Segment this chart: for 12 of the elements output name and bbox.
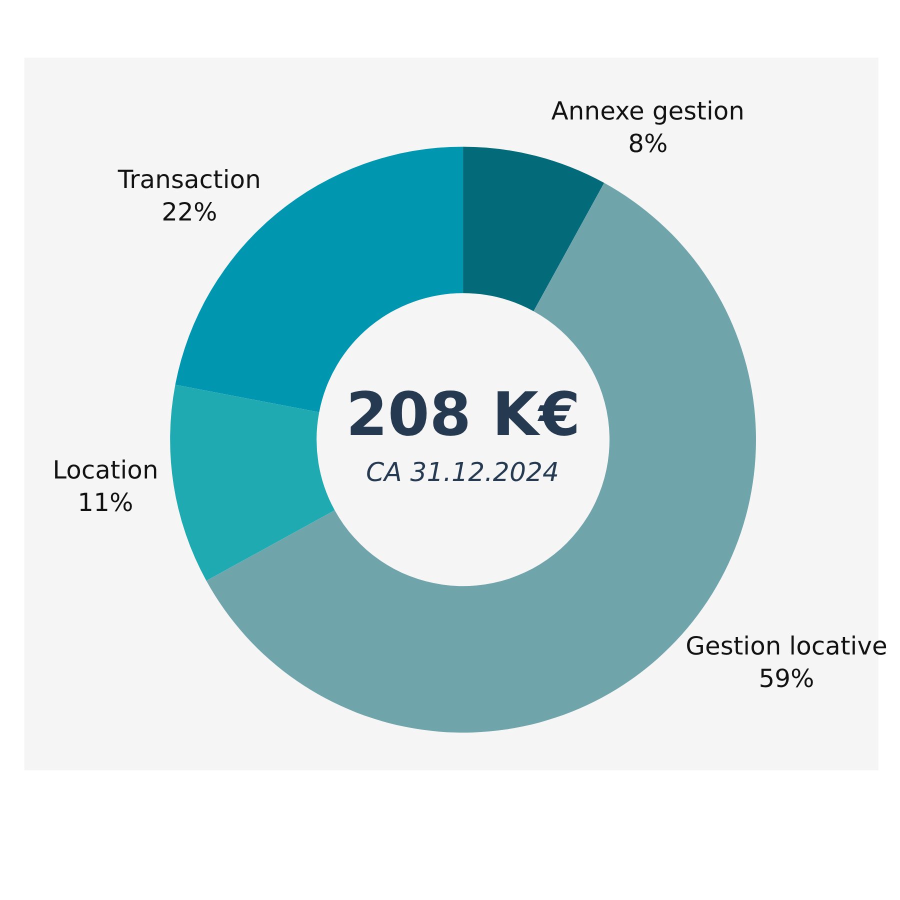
donut-slice <box>463 146 604 312</box>
text: 208 K€ <box>346 380 580 450</box>
text: CA 31.12.2024 <box>366 458 560 488</box>
data-label: 8% <box>628 128 668 158</box>
slice-label: Transaction <box>116 164 261 194</box>
slice-label: Annexe gestion <box>551 96 745 126</box>
slice-label: Location <box>52 455 158 484</box>
donut-slice <box>170 384 335 581</box>
data-label: 11% <box>78 488 134 517</box>
data-label: 59% <box>758 664 814 693</box>
slice-label: Gestion locative <box>686 631 888 660</box>
data-label: 22% <box>162 197 218 226</box>
